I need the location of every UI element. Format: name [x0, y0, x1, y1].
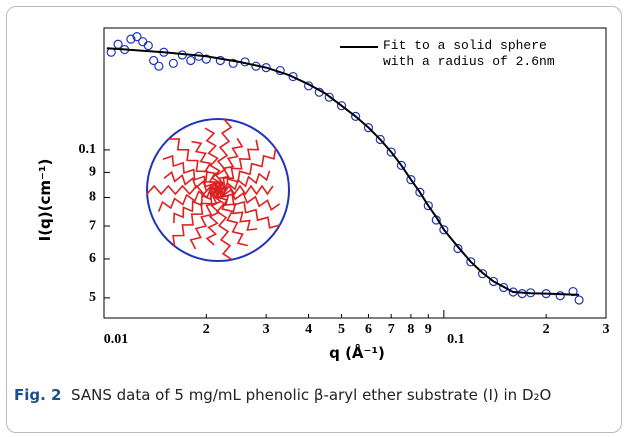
inset-illustration [146, 118, 290, 262]
chain [217, 170, 271, 194]
figure-frame [6, 6, 622, 433]
data-point [186, 55, 196, 66]
data-point [132, 32, 142, 42]
y-tick-label: 0.1 [79, 142, 97, 157]
x-tick-label: 5 [338, 322, 345, 337]
x-tick-label: 0.01 [104, 332, 129, 347]
caption: Fig. 2 SANS data of 5 mg/mL phenolic β-a… [14, 383, 614, 407]
data-point [555, 291, 565, 301]
chain [217, 137, 244, 191]
chain [173, 188, 219, 224]
chain [189, 189, 219, 250]
data-point [488, 276, 499, 287]
chart: q (Å⁻¹) I(q)(cm⁻¹) 0.012 3 4 5 6 7 8 90.12 35678… [36, 27, 610, 362]
plot-frame [103, 27, 607, 319]
data-point [228, 58, 238, 68]
data-point [574, 295, 584, 305]
x-tick-label: 0.1 [447, 332, 465, 347]
y-tick-label: 9 [89, 165, 96, 180]
x-tick-label: 3 [603, 322, 610, 337]
data-point [499, 282, 509, 293]
data-point [336, 101, 347, 111]
x-tick-label: 7 [388, 322, 395, 337]
legend-label: Fit to a solid sphere with a radius of 2… [383, 38, 555, 69]
data-point [126, 34, 136, 44]
y-axis-label: I(q)(cm⁻¹) [36, 159, 54, 242]
data-point [406, 175, 416, 185]
chain [205, 189, 222, 246]
y-tick-label: 6 [89, 251, 96, 266]
data-point [375, 134, 385, 145]
data-point [201, 54, 211, 64]
chain [191, 140, 221, 191]
data-point [138, 37, 148, 47]
x-tick-label: 6 [365, 322, 372, 337]
chain [217, 139, 260, 191]
chain [217, 184, 274, 196]
y-tick-label: 5 [89, 290, 96, 305]
data-point [324, 92, 334, 102]
fit-line [106, 47, 580, 296]
data-point [423, 201, 433, 211]
y-tick-label: 8 [89, 190, 96, 205]
data-point [363, 123, 374, 133]
data-point [351, 111, 361, 121]
data-point [477, 269, 488, 279]
x-tick-label: 2 [203, 322, 210, 337]
caption-label: Fig. 2 [14, 386, 62, 404]
chain [217, 189, 258, 231]
data-point [288, 71, 298, 82]
x-tick-label: 2 [543, 322, 550, 337]
data-point [415, 187, 425, 197]
data-point [396, 160, 406, 170]
data-point [466, 257, 476, 267]
chain [204, 127, 223, 191]
chain [163, 170, 219, 193]
data-point [439, 225, 449, 235]
chain [157, 186, 219, 212]
data-point [154, 61, 164, 71]
caption-text: SANS data of 5 mg/mL phenolic β-aryl eth… [71, 386, 552, 404]
data-point [143, 40, 153, 51]
x-tick-label: 4 [305, 322, 312, 337]
x-tick-label: 9 [425, 322, 432, 337]
y-tick-label: 7 [89, 218, 96, 233]
data-point [215, 55, 225, 66]
data-point [386, 147, 396, 157]
x-tick-label: 3 [263, 322, 270, 337]
data-point [453, 243, 463, 254]
x-axis-label: q (Å⁻¹) [329, 343, 385, 362]
chain [216, 189, 248, 247]
data-point [168, 58, 178, 68]
chain [162, 154, 219, 191]
x-tick-label: 8 [407, 322, 414, 337]
data-point [149, 55, 159, 66]
chain [217, 188, 281, 212]
